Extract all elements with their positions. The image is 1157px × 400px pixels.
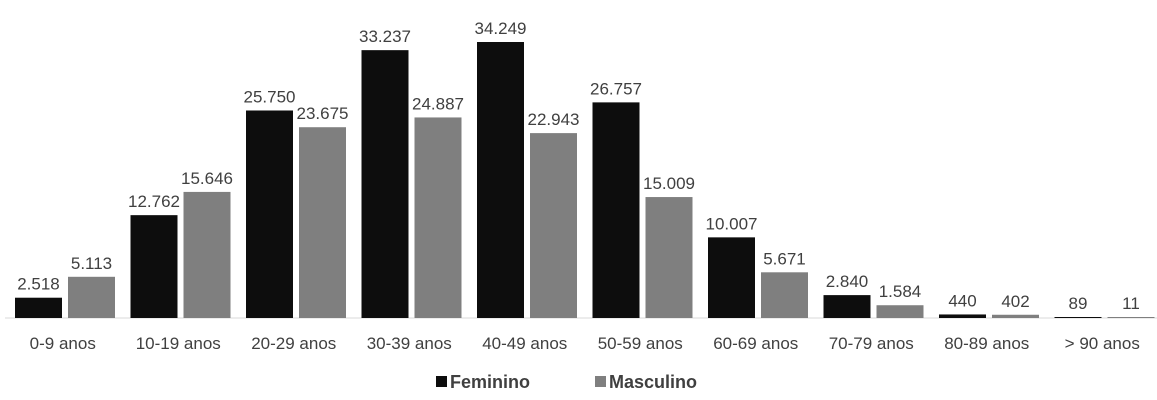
x-tick-label-7: 70-79 anos — [829, 334, 914, 353]
data-label-feminino-2: 25.750 — [244, 87, 296, 106]
data-label-feminino-0: 2.518 — [17, 275, 60, 294]
x-tick-label-0: 0-9 anos — [30, 334, 96, 353]
data-label-masculino-5: 15.009 — [643, 174, 695, 193]
data-label-feminino-4: 34.249 — [475, 19, 527, 38]
data-label-masculino-1: 15.646 — [181, 169, 233, 188]
x-tick-label-3: 30-39 anos — [367, 334, 452, 353]
x-tick-label-1: 10-19 anos — [136, 334, 221, 353]
legend-label-feminino: Feminino — [450, 372, 530, 392]
data-label-masculino-4: 22.943 — [528, 110, 580, 129]
bar-masculino-9 — [1107, 317, 1155, 318]
data-label-feminino-1: 12.762 — [128, 192, 180, 211]
bar-masculino-2 — [299, 127, 346, 318]
data-label-masculino-3: 24.887 — [412, 94, 464, 113]
legend-swatch-feminino — [436, 376, 447, 387]
bar-feminino-5 — [592, 102, 640, 319]
bar-masculino-5 — [645, 197, 693, 318]
x-tick-label-5: 50-59 anos — [598, 334, 683, 353]
data-label-masculino-9: 11 — [1122, 294, 1140, 313]
x-tick-label-6: 60-69 anos — [713, 334, 798, 353]
bar-masculino-8 — [992, 314, 1039, 318]
bar-feminino-8 — [939, 314, 986, 318]
data-label-masculino-2: 23.675 — [297, 104, 349, 123]
bar-feminino-3 — [361, 50, 409, 318]
x-tick-label-9: > 90 anos — [1065, 334, 1140, 353]
x-tick-label-8: 80-89 anos — [944, 334, 1029, 353]
x-tick-label-4: 40-49 anos — [482, 334, 567, 353]
bar-masculino-1 — [183, 191, 231, 318]
bar-feminino-2 — [246, 110, 293, 318]
bar-masculino-0 — [68, 276, 115, 318]
data-label-masculino-7: 1.584 — [879, 282, 922, 301]
data-label-feminino-9: 89 — [1069, 294, 1088, 313]
bar-feminino-4 — [477, 42, 524, 318]
bar-masculino-3 — [414, 117, 462, 318]
x-tick-label-2: 20-29 anos — [251, 334, 336, 353]
data-label-feminino-3: 33.237 — [359, 27, 411, 46]
data-label-feminino-5: 26.757 — [590, 79, 642, 98]
data-label-masculino-0: 5.113 — [71, 254, 112, 273]
legend-label-masculino: Masculino — [609, 372, 697, 392]
bar-feminino-0 — [15, 297, 62, 318]
bar-masculino-4 — [530, 133, 577, 318]
data-label-masculino-8: 402 — [1001, 292, 1029, 311]
data-label-feminino-6: 10.007 — [706, 214, 758, 233]
bar-feminino-6 — [708, 237, 755, 318]
legend: Feminino Masculino — [436, 372, 697, 392]
bar-feminino-1 — [130, 215, 178, 318]
x-tick-labels-layer: 0-9 anos 10-19 anos 20-29 anos 30-39 anos 40… — [30, 334, 1140, 353]
bars-layer — [15, 42, 1155, 319]
data-label-masculino-6: 5.671 — [763, 249, 806, 268]
bar-masculino-7 — [876, 305, 924, 318]
bar-feminino-9 — [1054, 317, 1102, 318]
legend-swatch-masculino — [595, 376, 606, 387]
bar-feminino-7 — [823, 295, 871, 318]
bar-masculino-6 — [761, 272, 808, 318]
data-label-feminino-7: 2.840 — [826, 272, 869, 291]
data-label-feminino-8: 440 — [948, 291, 976, 310]
